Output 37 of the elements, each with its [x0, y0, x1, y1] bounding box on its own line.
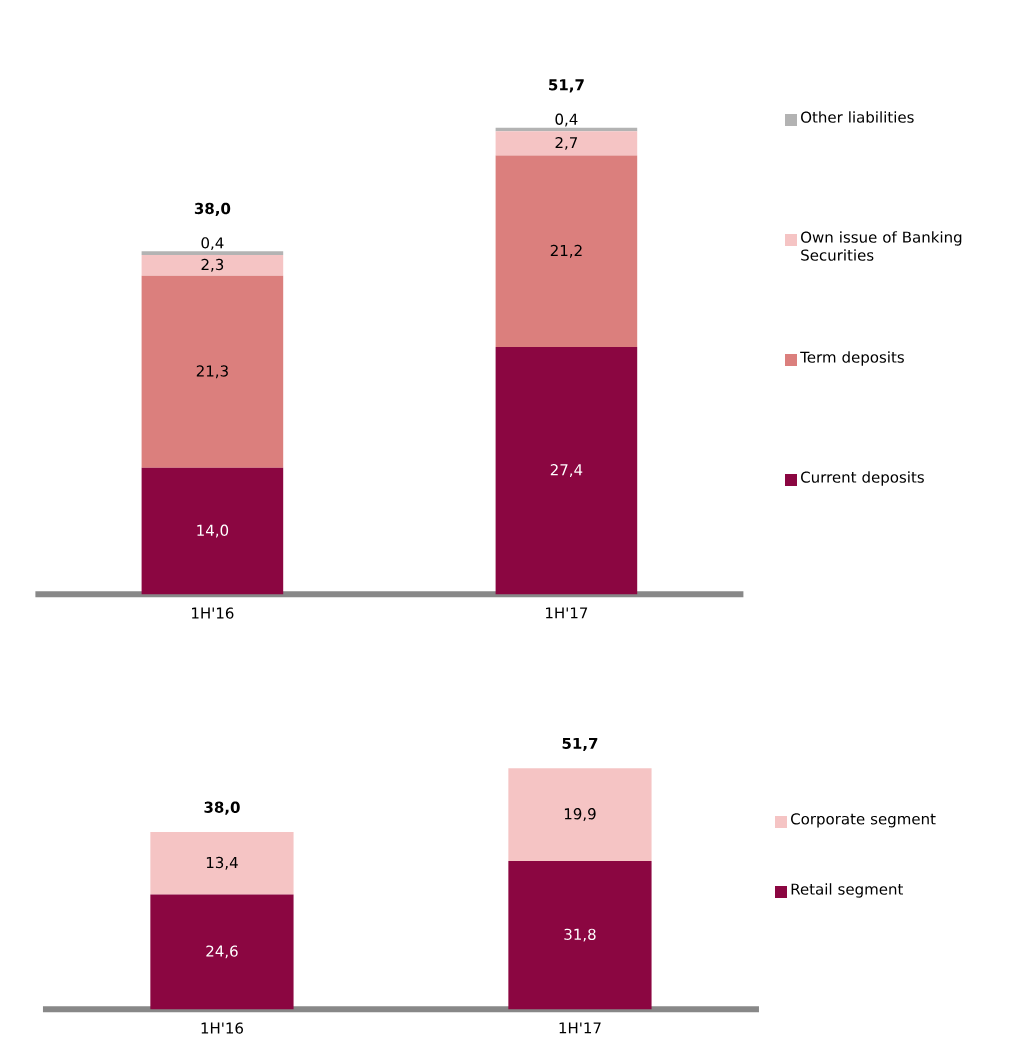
x-tick-label: 1H'16 — [201, 1022, 244, 1034]
bar — [508, 768, 652, 861]
data-label: 31,8 — [564, 928, 596, 942]
bar — [508, 860, 652, 1010]
total-label: 51,7 — [562, 737, 598, 751]
legend-label: Other liabilities — [801, 111, 914, 123]
data-label: 27,4 — [550, 464, 583, 477]
data-label: 2,7 — [555, 136, 578, 150]
data-label: 2,3 — [201, 258, 224, 272]
total-label: 51,7 — [549, 79, 584, 93]
legend-label: Current deposits — [801, 471, 924, 486]
bar — [141, 467, 284, 595]
bar — [150, 894, 294, 1010]
legend-label: Term deposits — [800, 351, 904, 366]
data-label: 21,3 — [196, 365, 228, 379]
legend-label: Own issue of Banking Securities — [801, 231, 962, 261]
x-tick-label: 1H'17 — [546, 607, 588, 619]
bar — [495, 346, 638, 595]
total-label: 38,0 — [204, 801, 240, 815]
data-label: 13,4 — [206, 856, 238, 870]
data-label: 21,2 — [550, 244, 582, 258]
data-label: 0,4 — [555, 113, 578, 127]
x-tick-label: 1H'16 — [192, 607, 234, 619]
data-label: 24,6 — [206, 945, 238, 959]
data-label: 14,0 — [197, 524, 229, 538]
bar — [495, 155, 638, 347]
bar — [141, 254, 284, 276]
bar — [495, 131, 638, 156]
x-tick-label: 1H'17 — [559, 1022, 601, 1034]
bar — [141, 251, 284, 255]
legend-label: Corporate segment — [791, 813, 936, 828]
legend-label: Retail segment — [791, 883, 904, 898]
total-label: 38,0 — [194, 202, 231, 217]
data-label: 19,9 — [564, 808, 596, 821]
data-label: 0,4 — [201, 237, 224, 251]
bar — [150, 832, 294, 895]
bar — [141, 275, 284, 468]
